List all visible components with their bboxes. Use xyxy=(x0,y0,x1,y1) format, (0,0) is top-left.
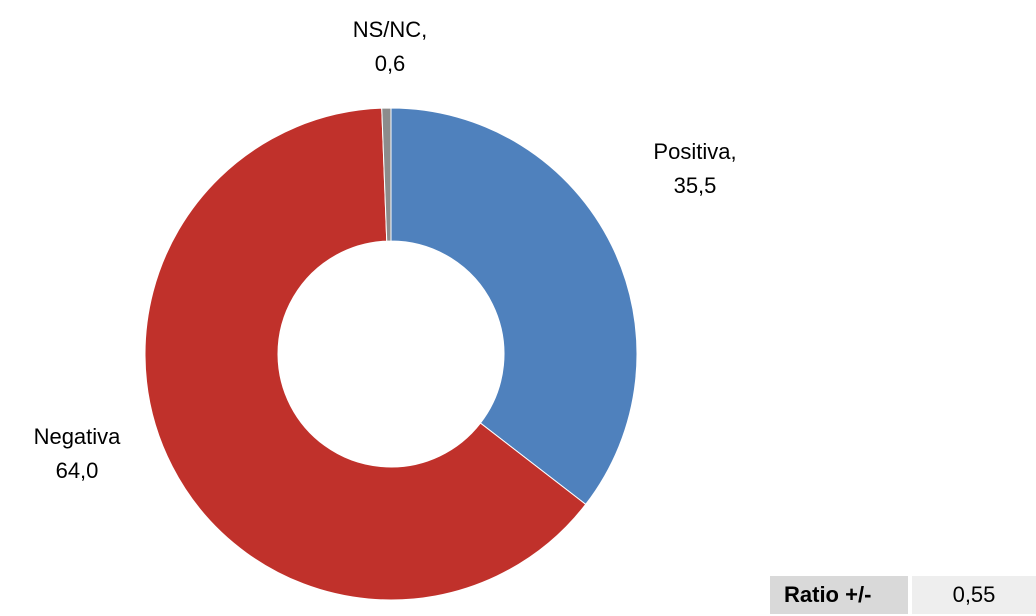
value-label: 64,0 xyxy=(56,458,99,483)
slice-label: NS/NC, xyxy=(353,17,428,42)
slice-label: Negativa xyxy=(34,424,122,449)
table-value: 0,55 xyxy=(953,582,996,607)
slice xyxy=(390,107,638,506)
value-label: 35,5 xyxy=(674,173,717,198)
value-label: 0,6 xyxy=(375,51,406,76)
slice-label: Positiva, xyxy=(653,139,736,164)
slice xyxy=(381,107,392,242)
table-label: Ratio +/- xyxy=(784,582,871,607)
table-header-cell xyxy=(770,576,908,614)
slice xyxy=(144,107,587,601)
table-value-cell xyxy=(912,576,1036,614)
